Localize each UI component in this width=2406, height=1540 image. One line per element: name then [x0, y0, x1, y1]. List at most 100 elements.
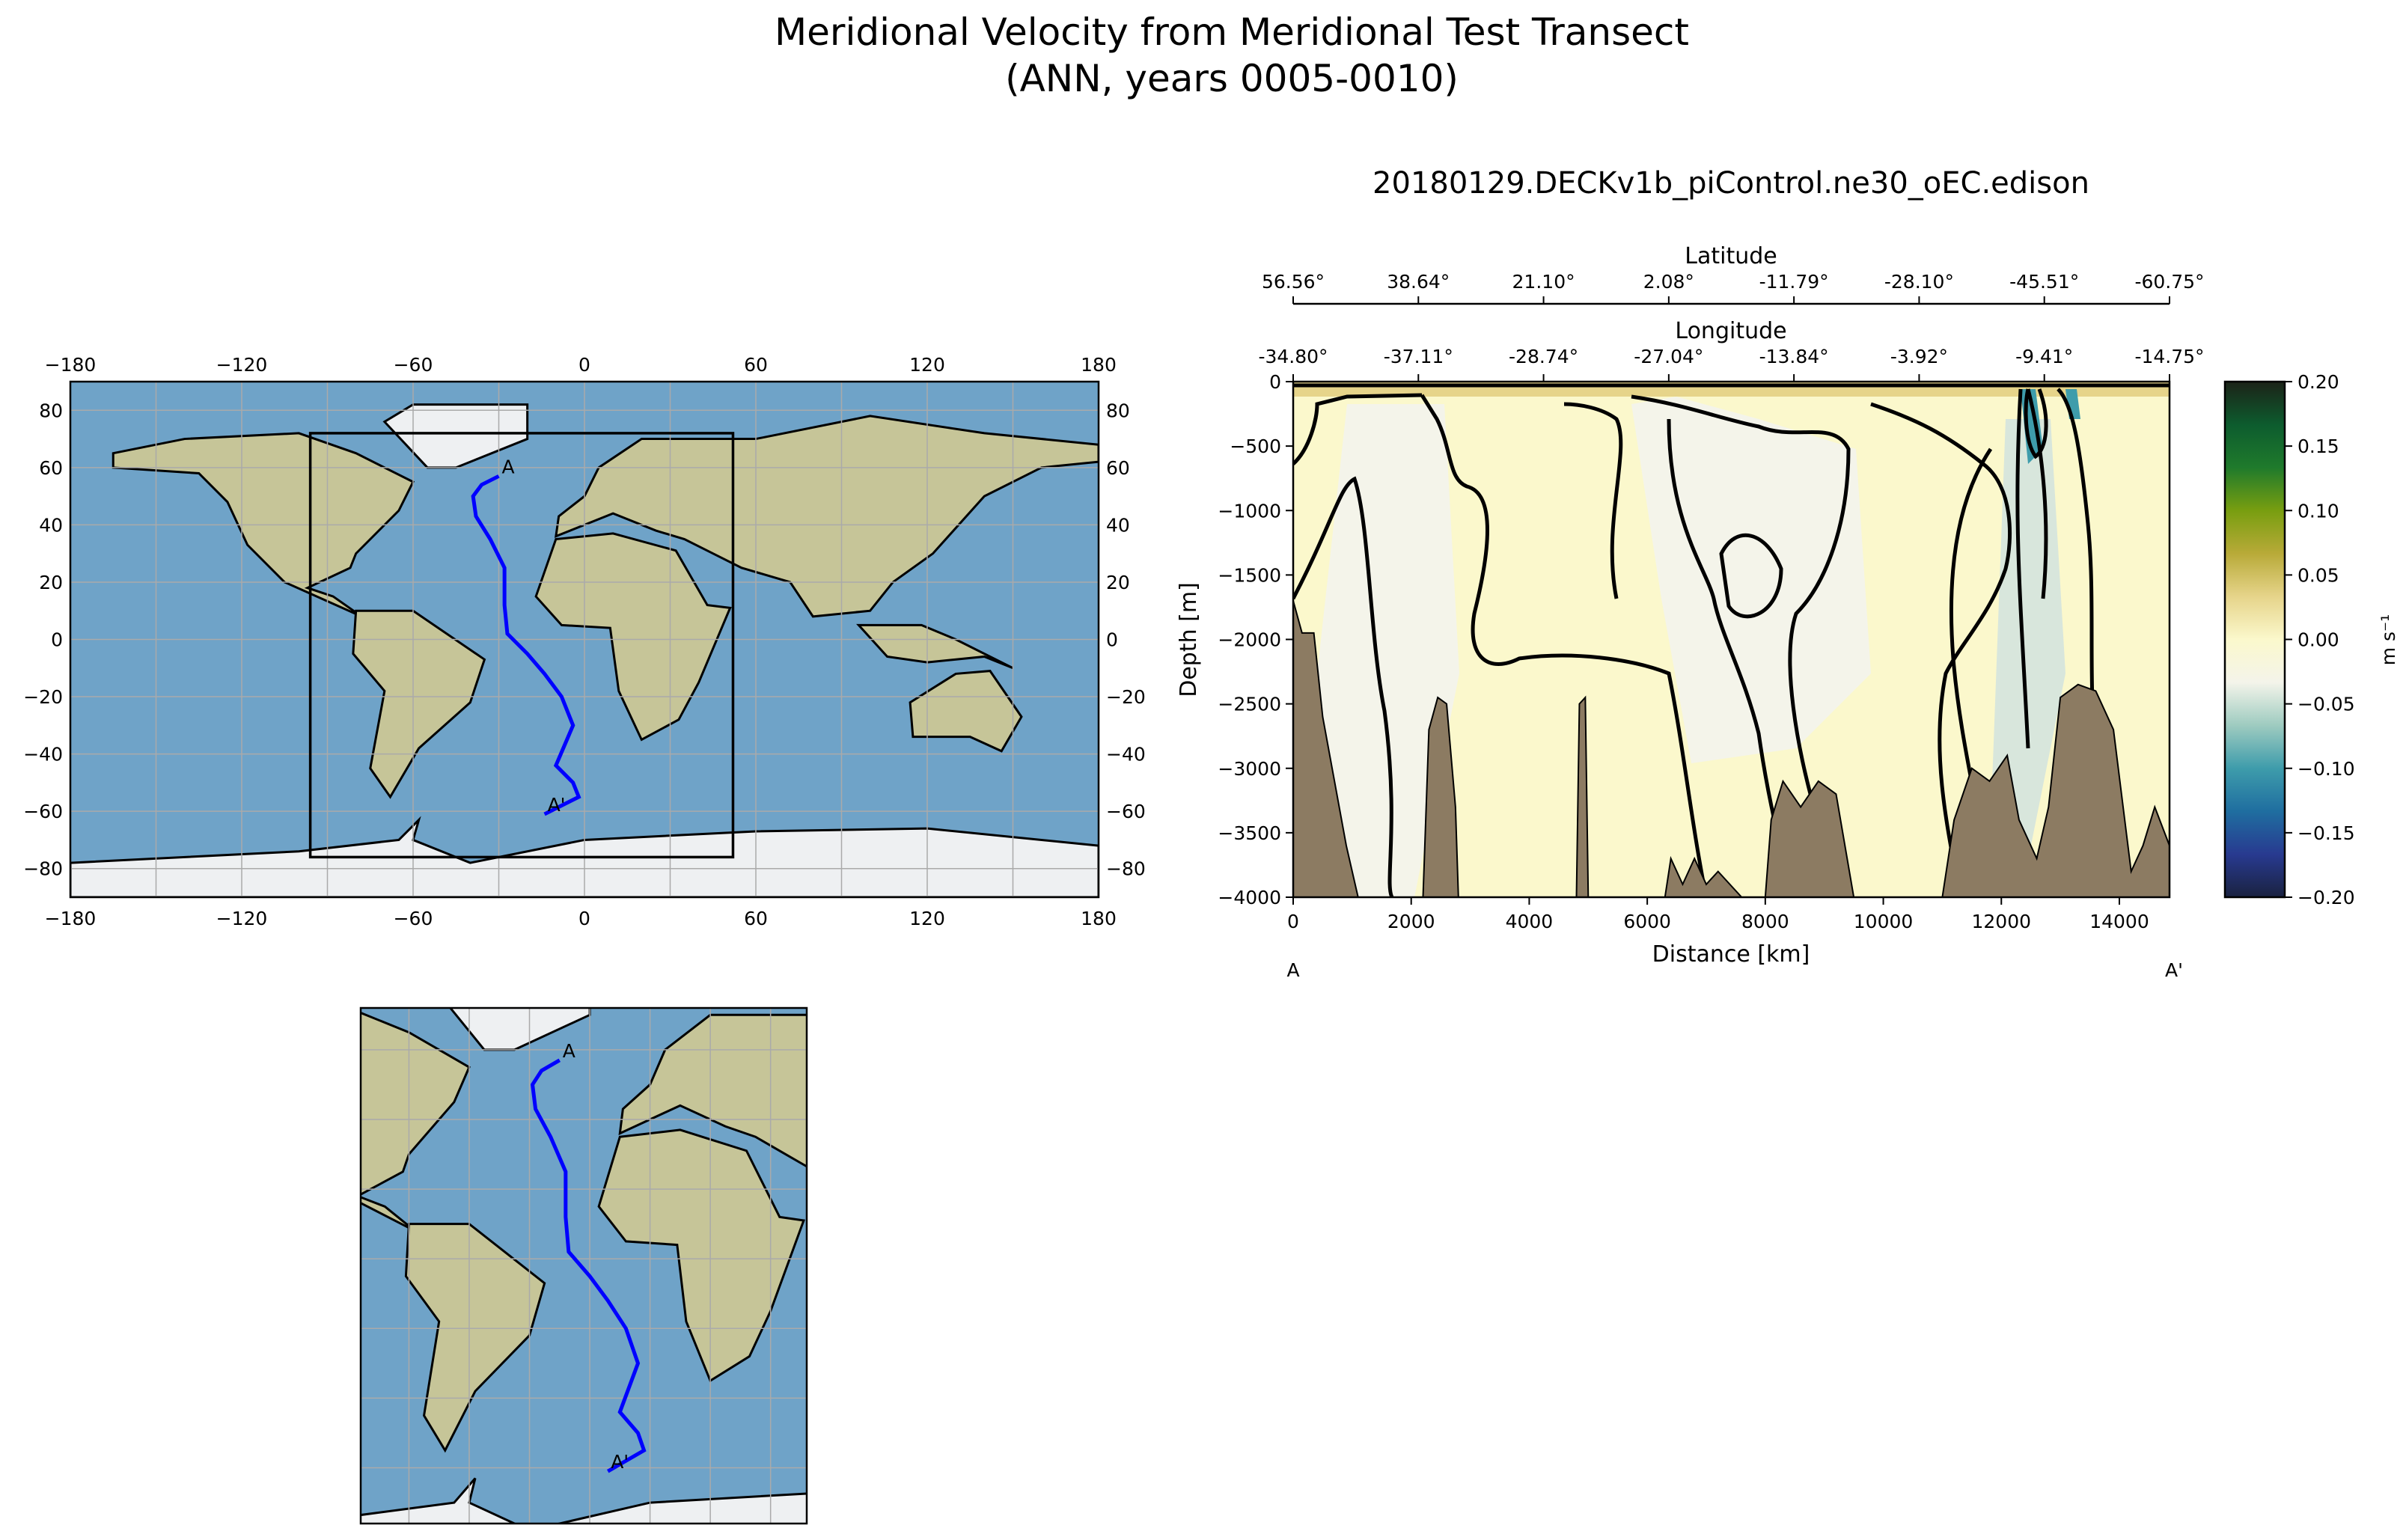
lon-tick-top: −120	[216, 354, 268, 376]
lon-tick-top: 180	[1081, 354, 1117, 376]
land	[554, 415, 1099, 618]
lat-tick-left: −80	[23, 858, 63, 880]
y-tick-label: −2500	[1218, 694, 1281, 715]
longitude-axis-label: Longitude	[1675, 318, 1786, 344]
lon-tick-bottom: 60	[744, 908, 768, 929]
colorbar-tick-label: 0.15	[2297, 436, 2339, 457]
colorbar-label: m s⁻¹	[2378, 614, 2399, 666]
y-tick-label: −4000	[1218, 887, 1281, 908]
lat-tick-right: −80	[1106, 858, 1146, 880]
lon-tick-top: −180	[45, 354, 97, 376]
land	[994, 1297, 1111, 1394]
longitude-tick-label: -3.92°	[1890, 346, 1948, 367]
x-tick-label: 6000	[1623, 911, 1671, 932]
y-tick-label: −2000	[1218, 629, 1281, 651]
transect-line	[471, 474, 581, 816]
longitude-tick-label: -34.80°	[1258, 346, 1328, 367]
x-tick-label: 10000	[1854, 911, 1914, 932]
lat-tick-right: −60	[1106, 801, 1146, 822]
lat-tick-right: 20	[1106, 572, 1130, 593]
latitude-axis-label: Latitude	[1685, 243, 1777, 269]
lat-tick-right: 80	[1106, 400, 1130, 421]
longitude-tick-label: -28.74°	[1509, 346, 1578, 367]
longitude-tick-label: -13.84°	[1759, 346, 1829, 367]
longitude-tick-label: -27.04°	[1634, 346, 1703, 367]
lat-tick-right: −20	[1106, 686, 1146, 708]
lon-tick-top: 60	[744, 354, 768, 376]
lon-tick-top: −60	[394, 354, 433, 376]
lat-tick-left: 40	[39, 514, 63, 536]
lon-tick-bottom: 0	[578, 908, 590, 929]
bathymetry	[1293, 600, 2170, 897]
colorbar-tick-label: 0.10	[2297, 500, 2339, 522]
latitude-tick-label: 38.64°	[1387, 271, 1450, 293]
lat-tick-right: −40	[1106, 744, 1146, 766]
lat-tick-right: 40	[1106, 514, 1130, 536]
longitude-tick-label: -37.11°	[1384, 346, 1453, 367]
transect-section-plot: 20180129.DECKv1b_piControl.ne30_oEC.edis…	[1176, 166, 2205, 981]
lat-tick-left: 60	[39, 457, 63, 479]
x-tick-label: 8000	[1741, 911, 1789, 932]
y-tick-label: 0	[1269, 371, 1281, 393]
longitude-tick-label: -9.41°	[2015, 346, 2073, 367]
lon-tick-bottom: −60	[394, 908, 433, 929]
lat-tick-right: 60	[1106, 457, 1130, 479]
x-tick-label: 0	[1287, 911, 1299, 932]
land	[352, 609, 486, 799]
latitude-tick-label: -45.51°	[2009, 271, 2079, 293]
lat-tick-left: 20	[39, 572, 63, 593]
transect-end-label: A'	[548, 794, 566, 816]
region-box	[308, 432, 735, 859]
end-label: A'	[2165, 959, 2183, 981]
latitude-tick-label: 2.08°	[1643, 271, 1694, 293]
regional-map: A A'	[359, 1006, 1111, 1525]
start-label: A	[1286, 959, 1299, 981]
figure-title: Meridional Velocity from Meridional Test…	[775, 10, 1689, 54]
lon-tick-top: 0	[578, 354, 590, 376]
x-tick-label: 12000	[1971, 911, 2031, 932]
land	[909, 670, 1023, 753]
lon-tick-bottom: 120	[909, 908, 945, 929]
colorbar-tick-label: −0.20	[2297, 887, 2355, 908]
colorbar-tick-label: 0.00	[2297, 629, 2339, 651]
lon-tick-bottom: −120	[216, 908, 268, 929]
land	[361, 1011, 471, 1232]
x-axis-label: Distance [km]	[1652, 941, 1810, 968]
lat-tick-left: −60	[23, 801, 63, 822]
colorbar-tick-label: 0.05	[2297, 564, 2339, 586]
lon-tick-bottom: 180	[1081, 908, 1117, 929]
land	[939, 1241, 1102, 1294]
transect-start-label: A	[502, 456, 515, 477]
land	[404, 1223, 546, 1453]
colorbar: 0.20 0.15 0.10 0.05 0.00 −0.05 −0.10 −0.15 −0.20…	[2223, 371, 2399, 908]
colorbar-tick-label: −0.15	[2297, 822, 2355, 844]
y-tick-label: −500	[1230, 436, 1281, 457]
transect-line	[530, 1058, 647, 1473]
lon-tick-top: 120	[909, 354, 945, 376]
colorbar-tick-label: −0.05	[2297, 694, 2355, 715]
latitude-tick-label: 56.56°	[1262, 271, 1325, 293]
lat-tick-left: 0	[51, 629, 63, 651]
lat-tick-left: −40	[23, 744, 63, 766]
transect-start-label: A	[563, 1040, 575, 1062]
global-map: A A' −180 −180 −120 −120 −60 −60 0 0 60 60 120 120 18…	[23, 354, 1146, 929]
lon-tick-bottom: −180	[45, 908, 97, 929]
x-tick-label: 2000	[1387, 911, 1435, 932]
latitude-tick-label: -60.75°	[2134, 271, 2204, 293]
latitude-tick-label: -11.79°	[1759, 271, 1829, 293]
y-tick-label: −1500	[1218, 564, 1281, 586]
lat-tick-right: 0	[1106, 629, 1118, 651]
latitude-tick-label: -28.10°	[1884, 271, 1954, 293]
transect-end-label: A'	[611, 1451, 629, 1473]
lat-tick-left: 80	[39, 400, 63, 421]
longitude-tick-label: -14.75°	[2134, 346, 2204, 367]
x-tick-label: 14000	[2089, 911, 2149, 932]
y-tick-label: −1000	[1218, 500, 1281, 522]
land	[618, 1013, 807, 1168]
y-tick-label: −3000	[1218, 758, 1281, 780]
y-tick-label: −3500	[1218, 822, 1281, 844]
figure-subtitle: (ANN, years 0005-0010)	[1005, 57, 1459, 100]
colorbar-tick-label: −0.10	[2297, 758, 2355, 780]
x-tick-label: 4000	[1506, 911, 1554, 932]
